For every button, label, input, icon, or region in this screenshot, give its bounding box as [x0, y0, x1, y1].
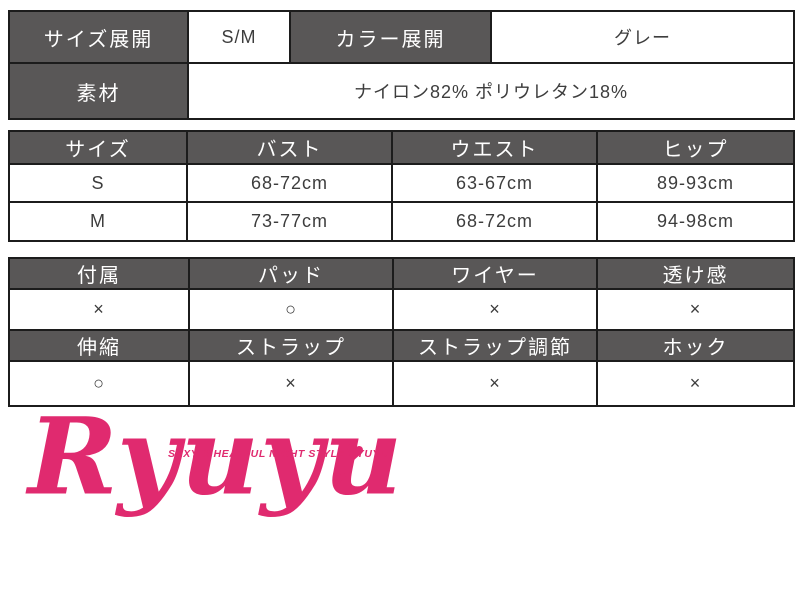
col-header-hook: ホック [596, 329, 795, 362]
size-measurement-table: サイズ バスト ウエスト ヒップ S 68-72cm 63-67cm 89-93… [8, 130, 795, 242]
col-header-waist: ウエスト [391, 130, 598, 165]
col-header-accessory: 付属 [8, 257, 190, 290]
size-m-hip: 94-98cm [596, 201, 795, 242]
size-m-bust: 73-77cm [186, 201, 393, 242]
accessory-value: × [8, 288, 190, 331]
size-range-value: S/M [187, 10, 291, 64]
pad-value: ○ [188, 288, 394, 331]
size-s-bust: 68-72cm [186, 163, 393, 203]
wire-value: × [392, 288, 598, 331]
col-header-sheerness: 透け感 [596, 257, 795, 290]
size-s-waist: 63-67cm [391, 163, 598, 203]
color-range-label: カラー展開 [289, 10, 492, 64]
table-row-features-1: × ○ × × [8, 288, 795, 331]
col-header-stretch: 伸縮 [8, 329, 190, 362]
table-row-features-2: ○ × × × [8, 360, 795, 407]
col-header-pad: パッド [188, 257, 394, 290]
material-label: 素材 [8, 62, 189, 120]
material-value: ナイロン82% ポリウレタン18% [187, 62, 795, 120]
col-header-bust: バスト [186, 130, 393, 165]
size-s-label: S [8, 163, 188, 203]
size-m-label: M [8, 201, 188, 242]
sheerness-value: × [596, 288, 795, 331]
stretch-value: ○ [8, 360, 190, 407]
brand-tagline: SEXY & HEATFUL NIGHT STYLE RYUYU [168, 448, 389, 460]
size-s-hip: 89-93cm [596, 163, 795, 203]
brand-logo-text: Ryuyu [28, 395, 404, 519]
col-header-strap: ストラップ [188, 329, 394, 362]
col-header-strap-adjust: ストラップ調節 [392, 329, 598, 362]
size-m-waist: 68-72cm [391, 201, 598, 242]
hook-value: × [596, 360, 795, 407]
col-header-wire: ワイヤー [392, 257, 598, 290]
strap-value: × [188, 360, 394, 407]
strap-adjust-value: × [392, 360, 598, 407]
size-range-label: サイズ展開 [8, 10, 189, 64]
table-row-size-s: S 68-72cm 63-67cm 89-93cm [8, 163, 795, 203]
col-header-size: サイズ [8, 130, 188, 165]
product-overview-table: サイズ展開 S/M カラー展開 グレー 素材 ナイロン82% ポリウレタン18% [8, 10, 795, 120]
feature-table: 付属 パッド ワイヤー 透け感 × ○ × × 伸縮 ストラップ ストラップ調節… [8, 257, 795, 407]
brand-logo: Ryuyu SEXY & HEATFUL NIGHT STYLE RYUYU ♥… [0, 398, 420, 558]
col-header-hip: ヒップ [596, 130, 795, 165]
color-range-value: グレー [490, 10, 795, 64]
table-row-size-m: M 73-77cm 68-72cm 94-98cm [8, 201, 795, 242]
